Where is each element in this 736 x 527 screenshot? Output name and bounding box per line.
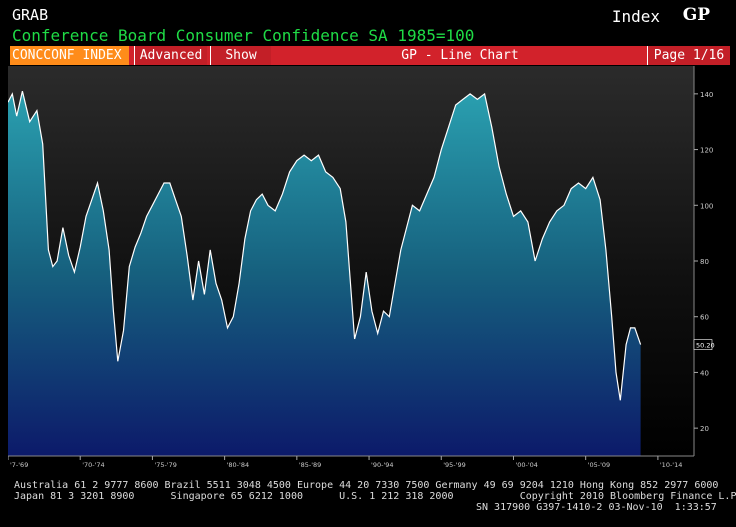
advanced-button[interactable]: Advanced: [134, 46, 207, 65]
chart-type-label: GP - Line Chart: [401, 48, 519, 63]
y-tick-label: 60: [700, 314, 709, 322]
footer-contacts-line1: Australia 61 2 9777 8600 Brazil 5511 304…: [14, 480, 719, 491]
function-code: GP: [682, 5, 710, 25]
y-tick-label: 80: [700, 258, 709, 266]
footer-contacts-line2: Japan 81 3 3201 8900 Singapore 65 6212 1…: [14, 491, 736, 502]
footer-session-line: SN 317900 G397-1410-2 03-Nov-10 1:33:57: [476, 502, 717, 513]
x-tick-label: '85-'89: [299, 461, 321, 469]
page-indicator[interactable]: Page 1/16: [647, 46, 730, 65]
show-button[interactable]: Show: [210, 46, 271, 65]
x-tick-label: '75-'79: [154, 461, 176, 469]
series-area: [8, 91, 641, 456]
index-label: Index: [611, 7, 660, 26]
x-tick-label: '95-'99: [443, 461, 465, 469]
page-title: Conference Board Consumer Confidence SA …: [12, 26, 475, 45]
x-tick-label: '90-'94: [371, 461, 393, 469]
y-tick-label: 120: [700, 147, 713, 155]
x-tick-label: '00-'04: [515, 461, 537, 469]
y-tick-label: 20: [700, 425, 709, 433]
grab-label: GRAB: [12, 6, 49, 24]
y-tick-label: 40: [700, 369, 709, 377]
toolbar: CONCCONF INDEX Advanced Show GP - Line C…: [10, 46, 730, 65]
x-tick-label: '70-'74: [82, 461, 104, 469]
y-tick-label: 140: [700, 91, 713, 99]
y-tick-label: 100: [700, 202, 713, 210]
last-value-box: [693, 339, 713, 350]
last-value-label: 50.20: [696, 342, 715, 350]
series-line: [8, 90, 642, 401]
line-chart[interactable]: 20 40 60 80 100 120 140 50.20 '7-'69 '70-'74 '75-'…: [8, 66, 728, 480]
x-tick-label: '80-'84: [227, 461, 249, 469]
x-tick-label: '10-'14: [660, 461, 682, 469]
ticker-field[interactable]: CONCCONF INDEX: [10, 46, 129, 65]
x-tick-label: '05-'09: [588, 461, 610, 469]
x-tick-label: '7-'69: [10, 461, 28, 469]
